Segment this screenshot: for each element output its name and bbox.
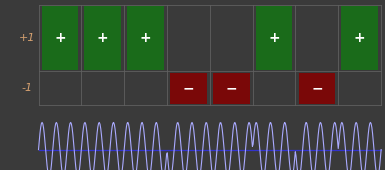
Bar — [170, 73, 207, 104]
Text: -1: -1 — [22, 83, 32, 93]
Bar — [213, 73, 249, 104]
Text: +1: +1 — [19, 33, 35, 43]
Text: +: + — [268, 31, 280, 45]
Text: −: − — [311, 81, 323, 95]
Bar — [42, 6, 78, 70]
Bar — [127, 6, 164, 70]
Bar — [84, 6, 121, 70]
Text: +: + — [54, 31, 66, 45]
Text: −: − — [226, 81, 237, 95]
Text: +: + — [140, 31, 151, 45]
Bar — [256, 6, 293, 70]
Bar — [341, 6, 378, 70]
Text: −: − — [182, 81, 194, 95]
Text: +: + — [354, 31, 365, 45]
Text: +: + — [97, 31, 109, 45]
Bar — [299, 73, 335, 104]
